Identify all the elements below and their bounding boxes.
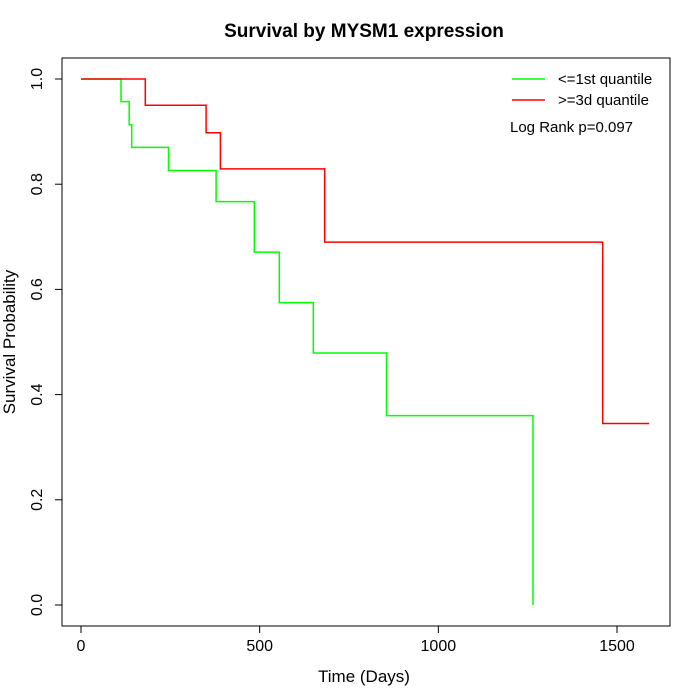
log-rank-annotation: Log Rank p=0.097: [510, 119, 633, 136]
legend-label-high: >=3d quantile: [558, 92, 649, 109]
x-axis: 0 500 1000 1500: [77, 626, 635, 655]
x-tick-label: 1500: [599, 638, 635, 655]
legend: <=1st quantile >=3d quantile: [512, 71, 652, 109]
y-tick-label: 0.4: [29, 383, 46, 405]
x-tick-label: 0: [77, 638, 86, 655]
series-line-high-quantile: [81, 78, 650, 425]
y-tick-label: 0.8: [29, 173, 46, 195]
x-axis-label: Time (Days): [318, 667, 410, 686]
plot-area-frame: [61, 57, 671, 627]
chart-title: Survival by MYSM1 expression: [224, 21, 504, 42]
series-layer: [81, 78, 650, 605]
y-tick-label: 0.2: [29, 489, 46, 511]
y-axis: 0.0 0.2 0.4 0.6 0.8 1.0: [29, 68, 62, 616]
y-tick-label: 0.6: [29, 278, 46, 300]
y-tick-label: 1.0: [29, 68, 46, 90]
y-tick-label: 0.0: [29, 594, 46, 616]
y-axis-label: Survival Probability: [0, 269, 19, 414]
x-tick-label: 1000: [421, 638, 457, 655]
legend-label-low: <=1st quantile: [558, 71, 652, 88]
x-tick-label: 500: [246, 638, 273, 655]
series-line-low-quantile: [81, 78, 534, 605]
